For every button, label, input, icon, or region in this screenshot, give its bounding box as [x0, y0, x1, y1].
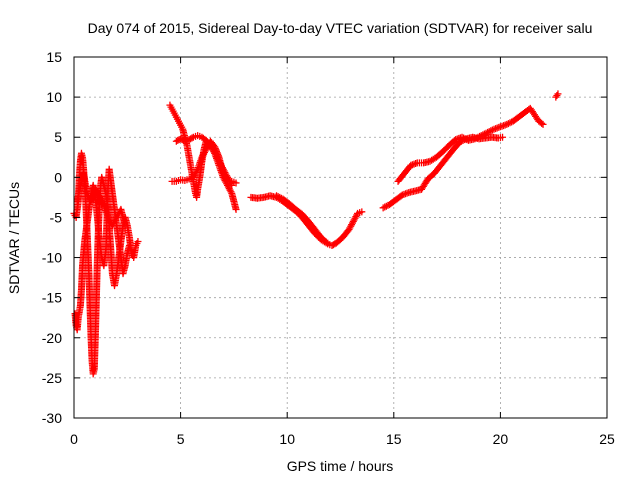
series-segment-j	[394, 104, 547, 185]
series-segment-k	[552, 90, 562, 101]
y-tick-label: 15	[46, 49, 62, 65]
y-tick-label: 10	[46, 89, 62, 105]
data-points	[70, 90, 562, 378]
y-tick-label: 5	[54, 129, 62, 145]
y-tick-label: -5	[50, 209, 63, 225]
x-tick-label: 5	[177, 431, 185, 447]
y-tick-label: -15	[42, 290, 62, 306]
chart-title: Day 074 of 2015, Sidereal Day-to-day VTE…	[88, 20, 593, 36]
series-segment-i	[379, 133, 507, 212]
y-tick-label: -30	[42, 410, 62, 426]
y-tick-label: -20	[42, 330, 62, 346]
series-segment-f	[172, 132, 236, 189]
x-axis-label: GPS time / hours	[287, 458, 394, 474]
y-tick-label: 0	[54, 169, 62, 185]
x-tick-label: 20	[493, 431, 509, 447]
grid-lines	[74, 57, 607, 418]
series-segment-b	[71, 165, 133, 334]
y-axis-label: SDTVAR / TECUs	[6, 182, 22, 294]
series-segment-c	[73, 169, 129, 229]
x-tick-label: 0	[70, 431, 78, 447]
plot-frame	[73, 56, 608, 419]
y-tick-label: -25	[42, 370, 62, 386]
y-tick-label: -10	[42, 250, 62, 266]
x-tick-label: 15	[386, 431, 402, 447]
series-segment-h	[273, 192, 332, 247]
tick-labels: 0 5 10 15 20 25 -30 -25 -20 -15 -10 -5 0 5 10 15	[42, 49, 615, 447]
x-tick-label: 25	[599, 431, 615, 447]
x-tick-label: 10	[279, 431, 295, 447]
